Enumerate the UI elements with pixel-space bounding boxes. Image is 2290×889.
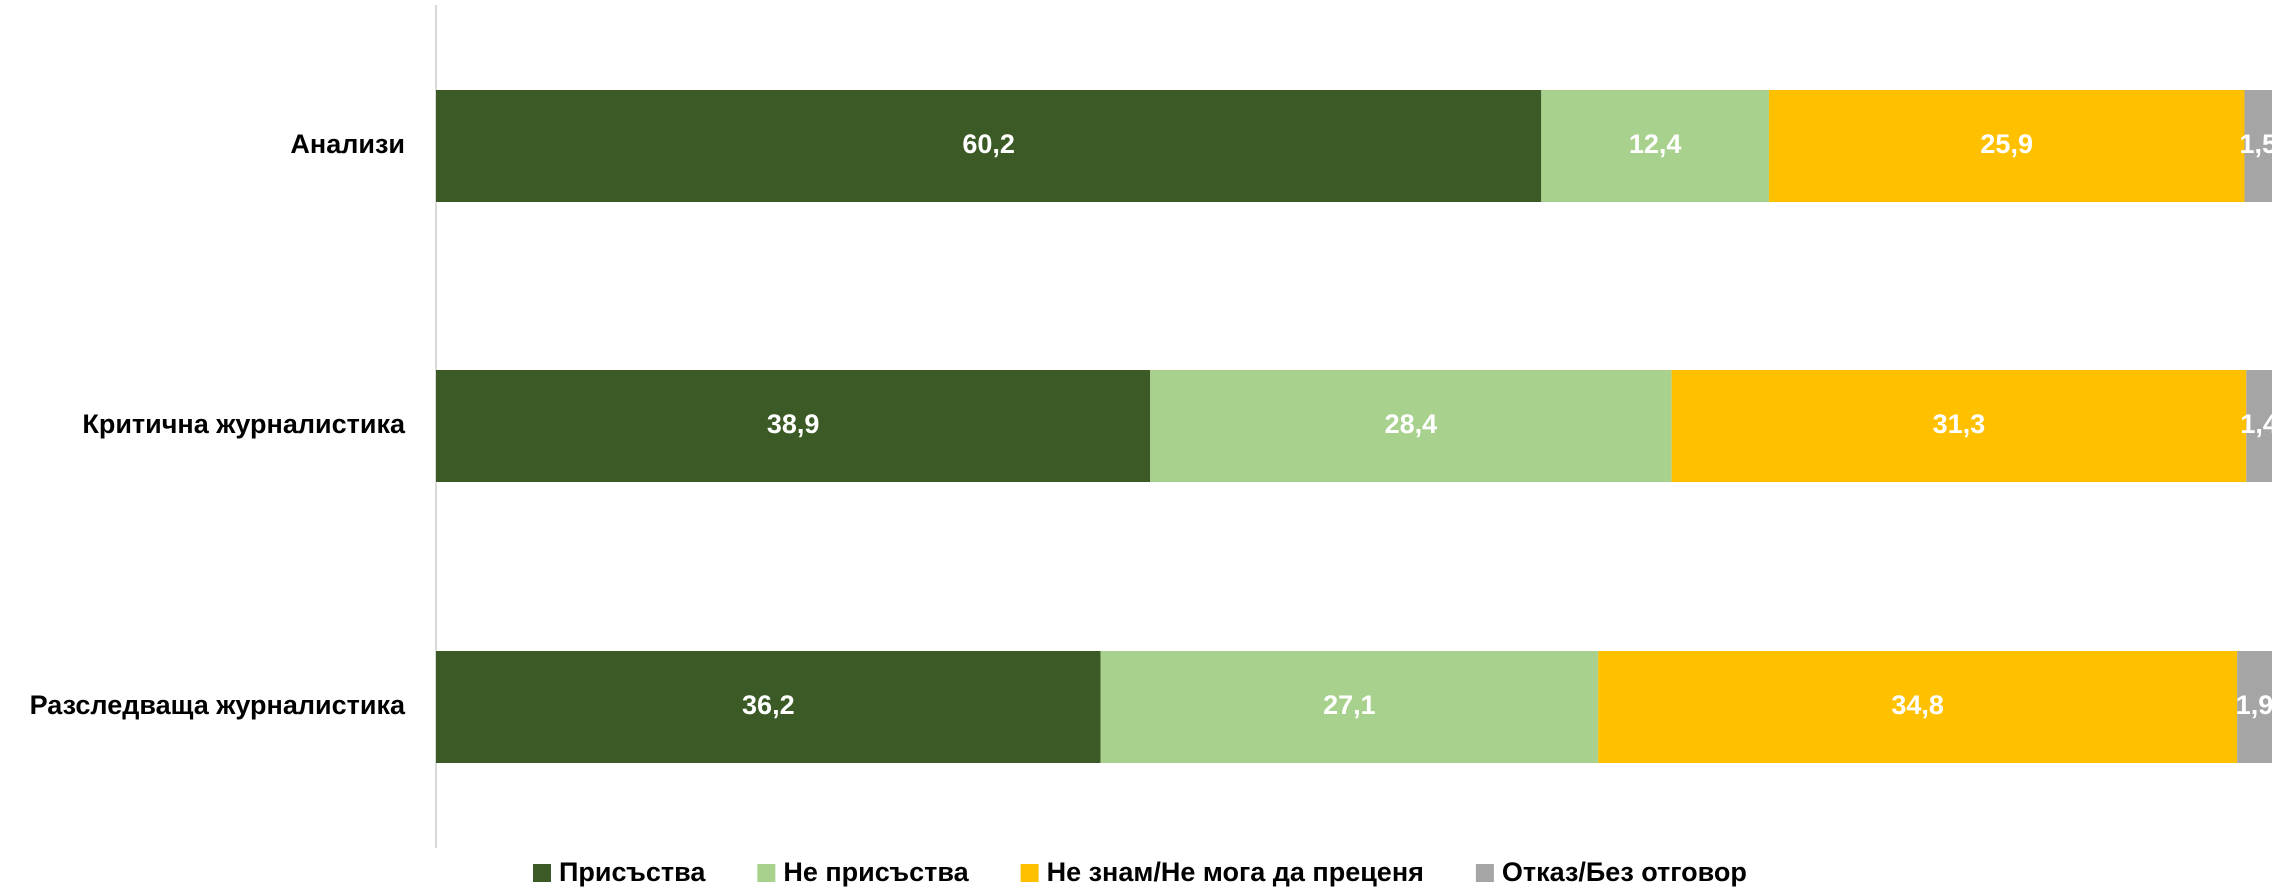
bar-segment: [1100, 651, 1599, 763]
bar-segment: [1671, 370, 2247, 482]
bar-segment: [2244, 90, 2272, 202]
bar-segment: [436, 90, 1542, 202]
legend-swatch: [1475, 864, 1494, 882]
data-label: 1,9: [2236, 690, 2274, 720]
bar-segment: [2237, 651, 2272, 763]
legend-swatch: [757, 864, 776, 882]
data-label: 36,2: [742, 690, 795, 720]
bar-segment: [436, 651, 1101, 763]
data-label: 1,5: [2239, 129, 2277, 159]
data-label: 25,9: [1980, 129, 2033, 159]
legend-label: Не присъства: [783, 857, 969, 887]
bar-segment: [436, 370, 1151, 482]
bar-segment: [1150, 370, 1672, 482]
category-label: Критична журналистика: [82, 409, 406, 439]
data-label: 1,4: [2240, 409, 2278, 439]
bar-segment: [2246, 370, 2272, 482]
legend-label: Отказ/Без отговор: [1502, 857, 1747, 887]
bar-segment: [1541, 90, 1769, 202]
legend-label: Присъства: [559, 857, 706, 887]
data-label: 34,8: [1891, 690, 1944, 720]
category-label: Разследваща журналистика: [30, 690, 406, 720]
data-label: 12,4: [1629, 129, 1682, 159]
data-label: 60,2: [962, 129, 1015, 159]
category-label: Анализи: [290, 129, 405, 159]
legend-swatch: [1020, 864, 1039, 882]
data-label: 27,1: [1323, 690, 1376, 720]
bar-segment: [1768, 90, 2245, 202]
data-label: 28,4: [1385, 409, 1438, 439]
data-label: 31,3: [1933, 409, 1986, 439]
legend-label: Не знам/Не мога да преценя: [1047, 857, 1424, 887]
bar-segment: [1598, 651, 2238, 763]
legend-swatch: [533, 864, 551, 882]
data-label: 38,9: [767, 409, 820, 439]
